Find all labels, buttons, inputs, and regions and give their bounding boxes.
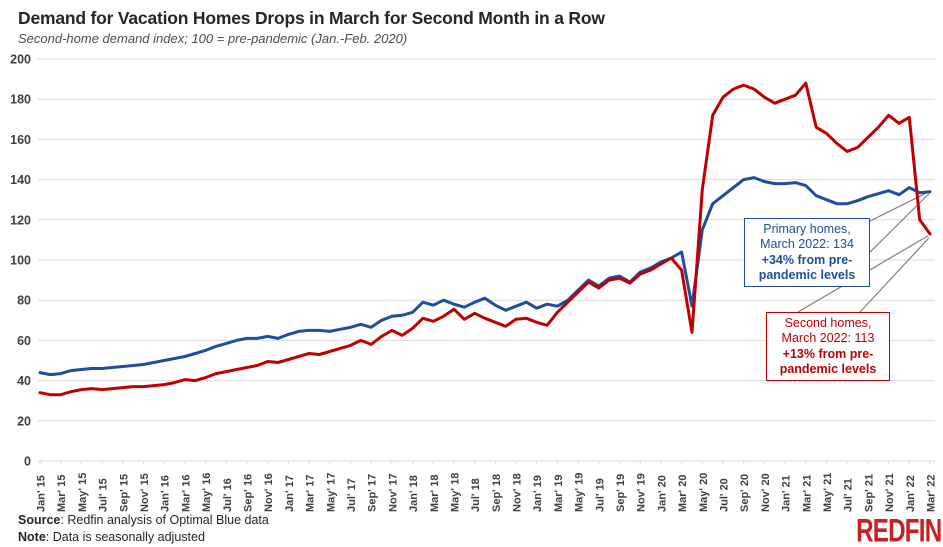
y-axis-tick-label: 80	[17, 294, 31, 308]
x-axis-tick-label: Jan' 22	[905, 475, 917, 512]
x-axis-tick-label: Nov' 16	[263, 473, 275, 512]
x-axis-tick-label: Sep' 15	[118, 474, 130, 512]
x-axis-tick-label: Mar' 20	[677, 475, 689, 512]
x-axis-tick-label: Jul' 18	[470, 478, 482, 512]
x-axis-tick-label: May' 17	[325, 473, 337, 512]
y-axis-tick-label: 0	[24, 455, 31, 469]
annotation-text-bold: pandemic levels	[779, 361, 877, 376]
x-axis-tick-label: Jul' 21	[843, 478, 855, 512]
x-axis-tick-label: May' 21	[822, 473, 834, 512]
source-note: Source: Redfin analysis of Optimal Blue …	[18, 512, 269, 546]
x-axis-tick-label: Mar' 17	[305, 475, 317, 512]
x-axis-tick-label: May' 19	[574, 473, 586, 512]
x-axis-tick-label: Mar' 15	[56, 475, 68, 512]
y-axis-tick-label: 60	[17, 334, 31, 348]
y-axis-tick-label: 100	[10, 254, 31, 268]
annotation-text: March 2022: 134	[760, 237, 854, 252]
x-axis-tick-label: Mar' 18	[429, 475, 441, 512]
redfin-logo: REDFIN	[855, 512, 942, 547]
x-axis-tick-label: Nov' 18	[512, 473, 524, 512]
x-axis-tick-label: Jul' 16	[222, 478, 234, 512]
x-axis-tick-label: Mar' 19	[553, 475, 565, 512]
y-axis-tick-label: 200	[10, 53, 31, 67]
x-axis-tick-label: Sep' 19	[615, 474, 627, 512]
y-axis-tick-label: 40	[17, 374, 31, 388]
x-axis-tick-label: Jan' 19	[532, 475, 544, 512]
x-axis-tick-label: Jan' 17	[284, 475, 296, 512]
x-axis-tick-label: May' 18	[449, 473, 461, 512]
x-axis-tick-label: Mar' 21	[801, 475, 813, 512]
y-axis-tick-label: 140	[10, 173, 31, 187]
y-axis-tick-label: 160	[10, 133, 31, 147]
x-axis-tick-label: Mar' 22	[926, 475, 938, 512]
y-axis-tick-label: 180	[10, 93, 31, 107]
note-line: Note: Data is seasonally adjusted	[18, 529, 205, 544]
x-axis-tick-label: Jan' 20	[656, 475, 668, 512]
second-homes-line	[38, 81, 932, 397]
x-axis-tick-label: Jul' 19	[594, 478, 606, 512]
x-axis-tick-label: Sep' 20	[739, 474, 751, 512]
x-axis-tick-label: May' 16	[201, 473, 213, 512]
chart-subtitle: Second-home demand index; 100 = pre-pand…	[18, 31, 408, 46]
annotation-leader-line	[859, 237, 930, 313]
x-axis-tick-label: Jul' 20	[719, 478, 731, 512]
annotation-text: Second homes,	[784, 316, 872, 330]
x-axis-tick-label: Jan' 21	[781, 475, 793, 512]
x-axis-tick-label: Nov' 20	[760, 473, 772, 512]
x-axis-tick-label: Sep' 18	[491, 474, 503, 512]
x-axis-tick-label: Mar' 16	[180, 475, 192, 512]
annotation-text-bold: +13% from pre-	[782, 346, 874, 361]
primary-homes-annotation: Primary homes, March 2022: 134 +34% from…	[744, 218, 870, 287]
y-axis-tick-label: 20	[17, 414, 31, 428]
x-axis-tick-label: Nov' 15	[139, 473, 151, 512]
x-axis-tick-label: Jan' 15	[36, 475, 48, 512]
x-axis-tick-label: Nov' 19	[636, 473, 648, 512]
source-line: Source: Redfin analysis of Optimal Blue …	[18, 513, 269, 527]
chart-title: Demand for Vacation Homes Drops in March…	[18, 8, 605, 28]
x-axis-tick-label: Sep' 16	[242, 474, 254, 512]
x-axis-tick-label: Jul' 15	[98, 478, 110, 512]
annotation-text-bold: +34% from pre-	[761, 252, 853, 267]
x-axis-tick-label: May' 20	[698, 473, 710, 512]
second-homes-annotation: Second homes, March 2022: 113 +13% from …	[766, 312, 890, 381]
annotation-text-bold: pandemic levels	[758, 267, 856, 282]
x-axis-tick-label: Sep' 17	[367, 474, 379, 512]
x-axis-tick-label: Jul' 17	[346, 478, 358, 512]
annotation-text: March 2022: 113	[781, 331, 875, 346]
x-axis-tick-label: May' 15	[77, 473, 89, 512]
annotation-text: Primary homes,	[763, 222, 851, 236]
y-axis-tick-label: 120	[10, 213, 31, 227]
primary-homes-line	[38, 176, 932, 377]
x-axis-tick-label: Jan' 16	[160, 475, 172, 512]
x-axis-tick-label: Nov' 21	[884, 473, 896, 512]
x-axis-tick-label: Nov' 17	[387, 473, 399, 512]
x-axis-tick-label: Jan' 18	[408, 475, 420, 512]
x-axis-tick-label: Sep' 21	[863, 474, 875, 512]
